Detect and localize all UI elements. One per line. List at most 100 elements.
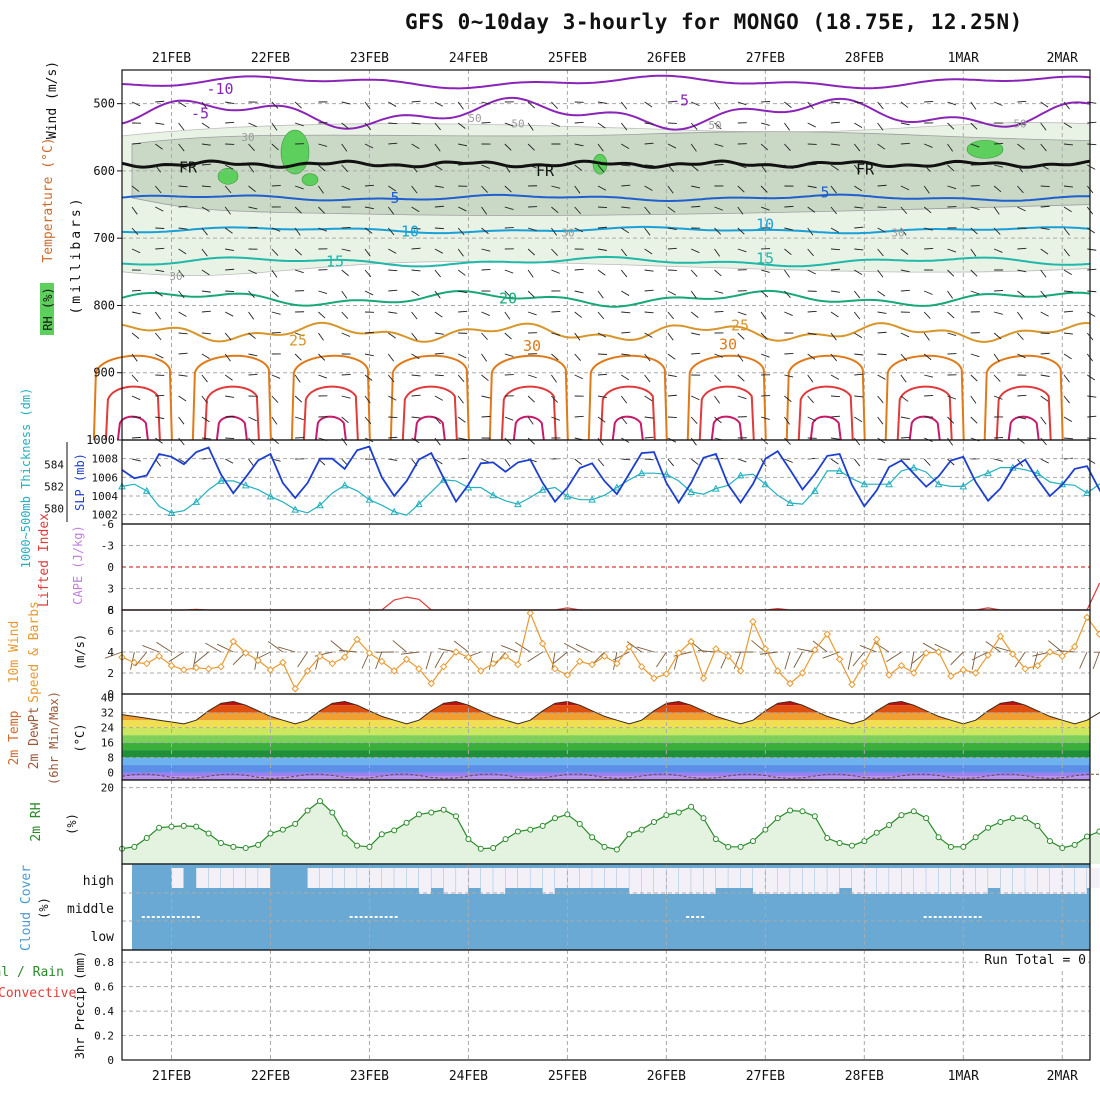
isotherm-35-loop	[302, 385, 359, 441]
wind-barb	[318, 374, 328, 379]
wind-barb	[970, 353, 980, 358]
rh-point	[1096, 828, 1100, 835]
wind-speed-point	[477, 667, 485, 675]
cloud-high-gap	[889, 868, 902, 894]
date-label-top: 22FEB	[251, 51, 290, 66]
contour-label: 50	[468, 112, 481, 125]
wind-barb	[994, 289, 1004, 292]
rh-point	[749, 838, 756, 845]
cloud-high-gap	[802, 868, 815, 894]
wind-barb	[225, 395, 235, 398]
wind-barb	[574, 143, 584, 147]
wind-barb	[551, 353, 559, 361]
rh-point	[873, 829, 880, 836]
wind-speed-point	[823, 630, 831, 638]
wind-barb	[527, 290, 535, 298]
wind-barb	[644, 269, 654, 272]
cloud-high-gap	[406, 868, 419, 888]
wind-barb	[434, 101, 444, 107]
wind-speed-point	[365, 649, 374, 657]
wind-barb	[411, 269, 421, 272]
wind-barb-10m	[551, 651, 556, 670]
wind-speed-point	[130, 658, 139, 667]
cloud-high-gap	[517, 868, 530, 888]
wind-barb	[807, 122, 816, 128]
rh-patch-70	[966, 140, 1004, 159]
wind-speed-point	[984, 651, 992, 659]
ytick-label: 6	[107, 625, 114, 638]
wind-barb	[597, 226, 608, 229]
wind-barb	[248, 290, 255, 299]
wind-barb-10m	[971, 651, 989, 661]
rh-point	[354, 842, 361, 849]
wind-barb-10m	[733, 651, 742, 670]
wind-barb	[621, 164, 631, 167]
wind-barb	[714, 143, 724, 147]
contour-label: 5	[390, 189, 399, 207]
wind-barb	[434, 437, 441, 446]
rh-point	[700, 815, 707, 822]
wind-speed-point	[563, 671, 572, 679]
rh-point	[527, 826, 534, 833]
wind-barb	[1017, 206, 1026, 212]
wind-barb-10m	[277, 646, 296, 653]
wind-barb	[853, 290, 861, 299]
wind-barb	[504, 353, 514, 357]
wind-barb	[807, 227, 814, 236]
cloud-high-gap	[208, 868, 221, 888]
wind-barb	[434, 248, 444, 254]
wind-speed-point	[1046, 648, 1054, 656]
wind-barb	[481, 374, 489, 382]
wind-barb	[225, 437, 235, 440]
wind-barb-10m	[812, 640, 828, 653]
wind-barb	[527, 101, 536, 109]
wind-barb	[271, 311, 281, 315]
wind-barb	[574, 415, 584, 418]
cloud-high-gap	[926, 868, 939, 894]
ytick-label-slp: 1006	[92, 471, 119, 484]
wind-barb	[201, 101, 208, 110]
thickness-point	[514, 500, 522, 508]
wind-barb	[761, 101, 771, 103]
wind-barb	[434, 332, 444, 335]
rh-point	[848, 842, 855, 849]
wind-barb-10m	[1056, 649, 1075, 653]
wind-barb	[155, 143, 163, 150]
wind-barb	[411, 353, 420, 360]
wind-barb	[830, 332, 837, 341]
wind-barb	[201, 437, 211, 440]
wind-barb	[1040, 311, 1049, 317]
wind-barb	[1087, 374, 1096, 381]
wind-barb	[924, 290, 933, 295]
wind-barb	[504, 458, 511, 467]
wind-barb	[155, 269, 165, 273]
rh-point	[886, 822, 893, 829]
wind-speed-point	[996, 632, 1005, 640]
isotherm-40-loop	[611, 415, 644, 441]
wind-barb	[1017, 332, 1024, 341]
wind-speed-point	[1095, 630, 1100, 638]
wind-barb	[1040, 143, 1047, 152]
wind-barb	[1063, 163, 1074, 166]
wind-barb	[1063, 310, 1074, 313]
wind-barb	[341, 226, 351, 229]
rh-point	[403, 819, 410, 826]
wind-barb	[481, 206, 488, 215]
wind-barb	[667, 164, 675, 173]
rh-point	[589, 834, 596, 841]
wind-barb	[830, 290, 840, 293]
rh-point	[131, 843, 138, 850]
wind-barb	[807, 353, 816, 360]
wind-barb-10m	[626, 641, 642, 653]
wind-barb	[131, 289, 142, 292]
wind-barb-10m	[135, 651, 148, 667]
wind-speed-point	[600, 652, 609, 660]
wind-barb	[807, 374, 814, 383]
cloud-high-gap	[530, 868, 543, 888]
wind-speed-point	[316, 652, 324, 660]
wind-barb	[294, 353, 302, 361]
thickness-point	[637, 469, 646, 477]
wind-barb	[294, 185, 304, 190]
wind-barb-10m	[759, 651, 778, 655]
